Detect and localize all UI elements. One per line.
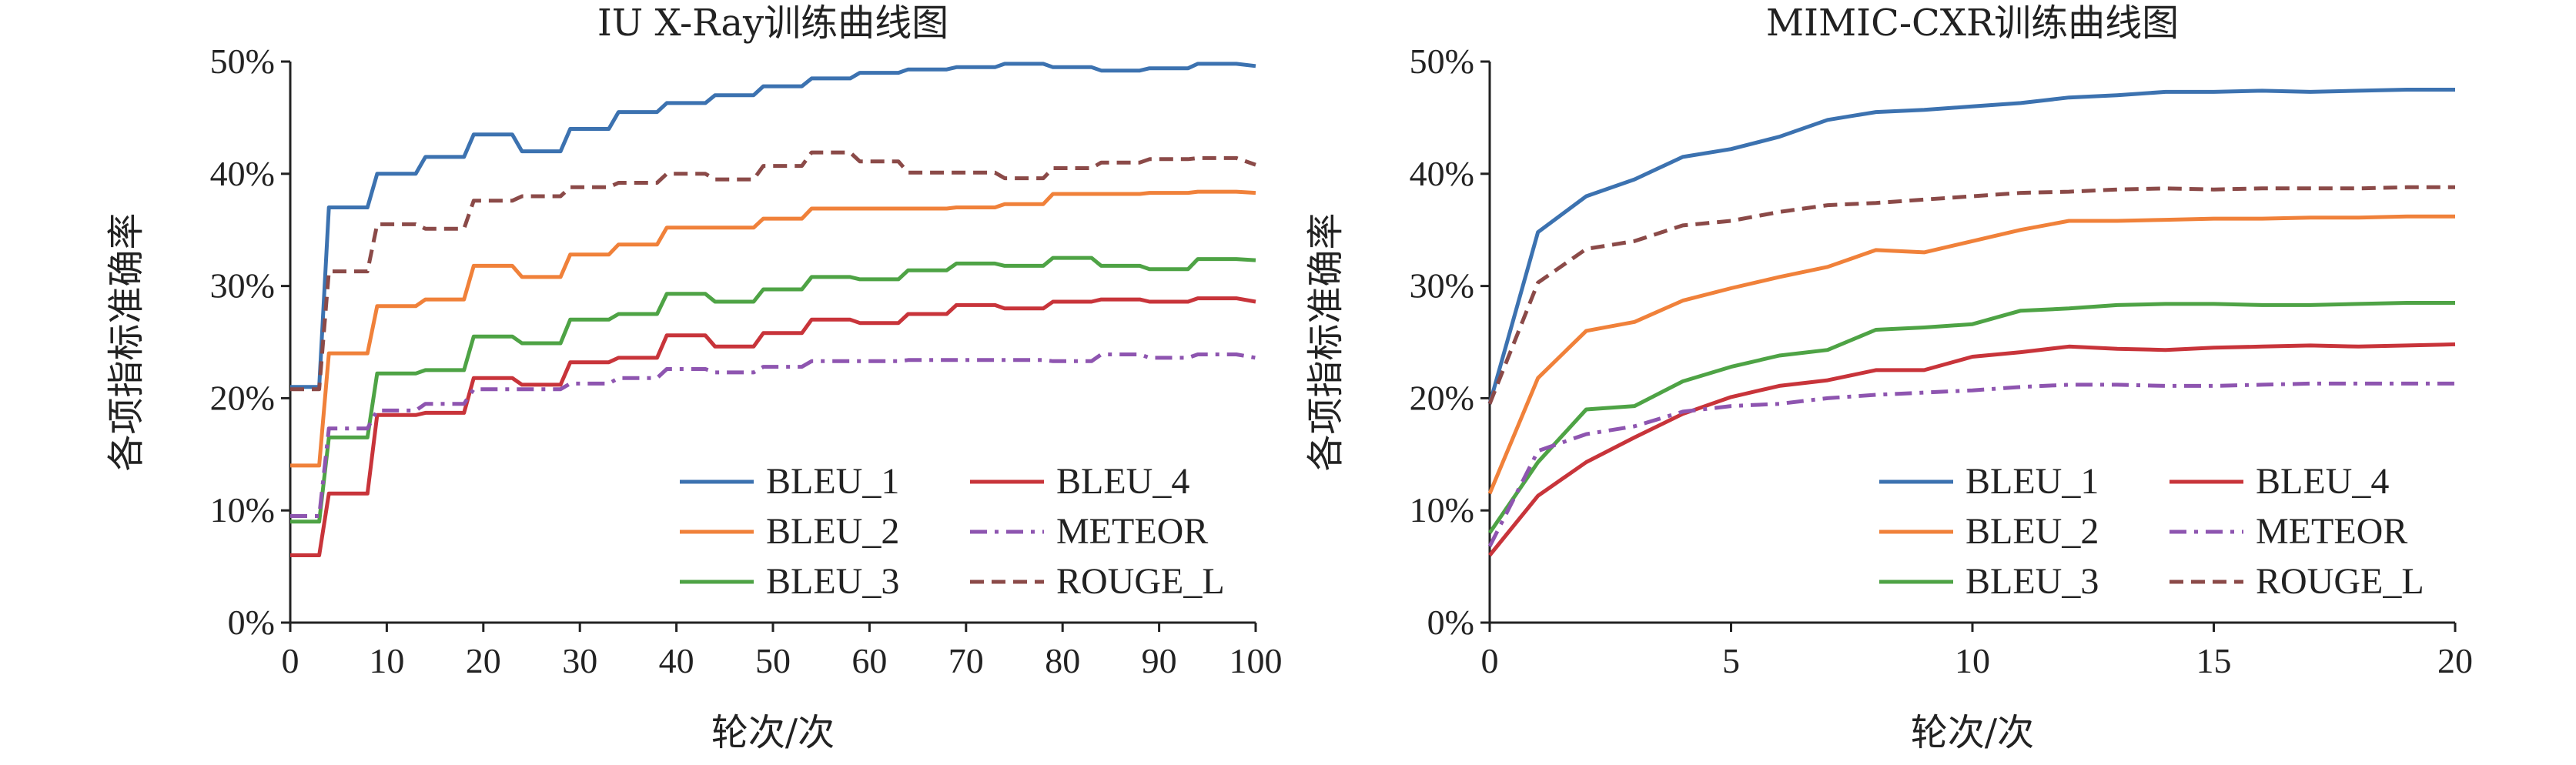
x-tick-label: 20 bbox=[466, 641, 501, 680]
y-tick-label: 10% bbox=[1410, 490, 1474, 529]
x-tick-label: 80 bbox=[1045, 641, 1080, 680]
series-line-bleu-3 bbox=[1487, 301, 2455, 534]
legend: BLEU_1 BLEU_2 BLEU_3 BLEU_4 METEOR ROUGE_L bbox=[1879, 461, 2424, 602]
x-tick-label: 20 bbox=[2437, 641, 2473, 680]
x-axis-label: 轮次/次 bbox=[711, 711, 835, 754]
x-tick-label: 0 bbox=[282, 641, 299, 680]
series-line-bleu-4 bbox=[290, 296, 1256, 557]
legend-label: BLEU_1 bbox=[1965, 461, 2099, 502]
y-tick-label: 40% bbox=[1410, 154, 1474, 193]
series-line-rouge-l bbox=[290, 150, 1256, 392]
y-tick-label: 0% bbox=[228, 603, 275, 642]
legend-label: BLEU_3 bbox=[766, 561, 899, 602]
series-line-meteor bbox=[290, 352, 1256, 518]
chart-title: MIMIC-CXR训练曲线图 bbox=[1766, 2, 2179, 45]
x-tick-label: 100 bbox=[1229, 641, 1283, 680]
legend-label: ROUGE_L bbox=[2256, 561, 2424, 602]
y-tick-label: 50% bbox=[1410, 42, 1474, 81]
series-line-bleu-3 bbox=[290, 256, 1256, 524]
y-tick-label: 50% bbox=[210, 42, 275, 81]
series-line-rouge-l bbox=[1487, 185, 2455, 405]
y-tick-label: 30% bbox=[210, 266, 275, 306]
x-tick-label: 15 bbox=[2196, 641, 2232, 680]
legend-label: BLEU_3 bbox=[1965, 561, 2099, 602]
x-tick-label: 30 bbox=[562, 641, 597, 680]
series-line-bleu-2 bbox=[1487, 214, 2455, 495]
mimic-cxr-chart: MIMIC-CXR训练曲线图 0% 10% 20% 30% 40% 50% 0 5 10 15 20 轮… bbox=[1304, 2, 2473, 754]
legend-label: ROUGE_L bbox=[1056, 561, 1225, 602]
legend-label: BLEU_2 bbox=[1965, 511, 2099, 552]
series-line-bleu-4 bbox=[1488, 342, 2456, 557]
y-tick-label: 10% bbox=[210, 490, 275, 529]
y-tick-label: 0% bbox=[1427, 603, 1474, 642]
legend-label: METEOR bbox=[1056, 511, 1208, 552]
x-tick-label: 70 bbox=[948, 641, 984, 680]
legend-label: BLEU_1 bbox=[766, 461, 899, 502]
legend: BLEU_1 BLEU_2 BLEU_3 BLEU_4 METEOR ROUGE_L bbox=[680, 461, 1225, 602]
iu-xray-chart: IU X-Ray训练曲线图 0% 10% 20% 30% 40% 50% 0 10 20 30 40 5… bbox=[105, 2, 1283, 754]
x-tick-label: 5 bbox=[1722, 641, 1740, 680]
x-tick-label: 10 bbox=[1955, 641, 1990, 680]
series-line-meteor bbox=[1487, 381, 2455, 548]
chart-title: IU X-Ray训练曲线图 bbox=[597, 2, 948, 45]
legend-label: BLEU_4 bbox=[2256, 461, 2389, 502]
x-tick-label: 0 bbox=[1481, 641, 1499, 680]
x-axis-label: 轮次/次 bbox=[1911, 711, 2034, 754]
series-line-bleu-1 bbox=[290, 62, 1256, 389]
x-tick-label: 10 bbox=[369, 641, 404, 680]
legend-label: BLEU_4 bbox=[1056, 461, 1189, 502]
y-tick-label: 40% bbox=[210, 154, 275, 193]
y-tick-label: 20% bbox=[210, 378, 275, 417]
y-tick-label: 30% bbox=[1410, 266, 1474, 306]
series-line-bleu-1 bbox=[1487, 88, 2455, 405]
x-tick-label: 40 bbox=[659, 641, 694, 680]
legend-label: BLEU_2 bbox=[766, 511, 899, 552]
y-tick-label: 20% bbox=[1410, 378, 1474, 417]
legend-label: METEOR bbox=[2256, 511, 2407, 552]
x-tick-label: 90 bbox=[1142, 641, 1177, 680]
series-line-bleu-2 bbox=[290, 189, 1256, 468]
x-tick-label: 50 bbox=[755, 641, 791, 680]
x-tick-label: 60 bbox=[851, 641, 887, 680]
y-axis-label: 各项指标准确率 bbox=[105, 212, 148, 471]
y-axis-label: 各项指标准确率 bbox=[1304, 212, 1347, 471]
